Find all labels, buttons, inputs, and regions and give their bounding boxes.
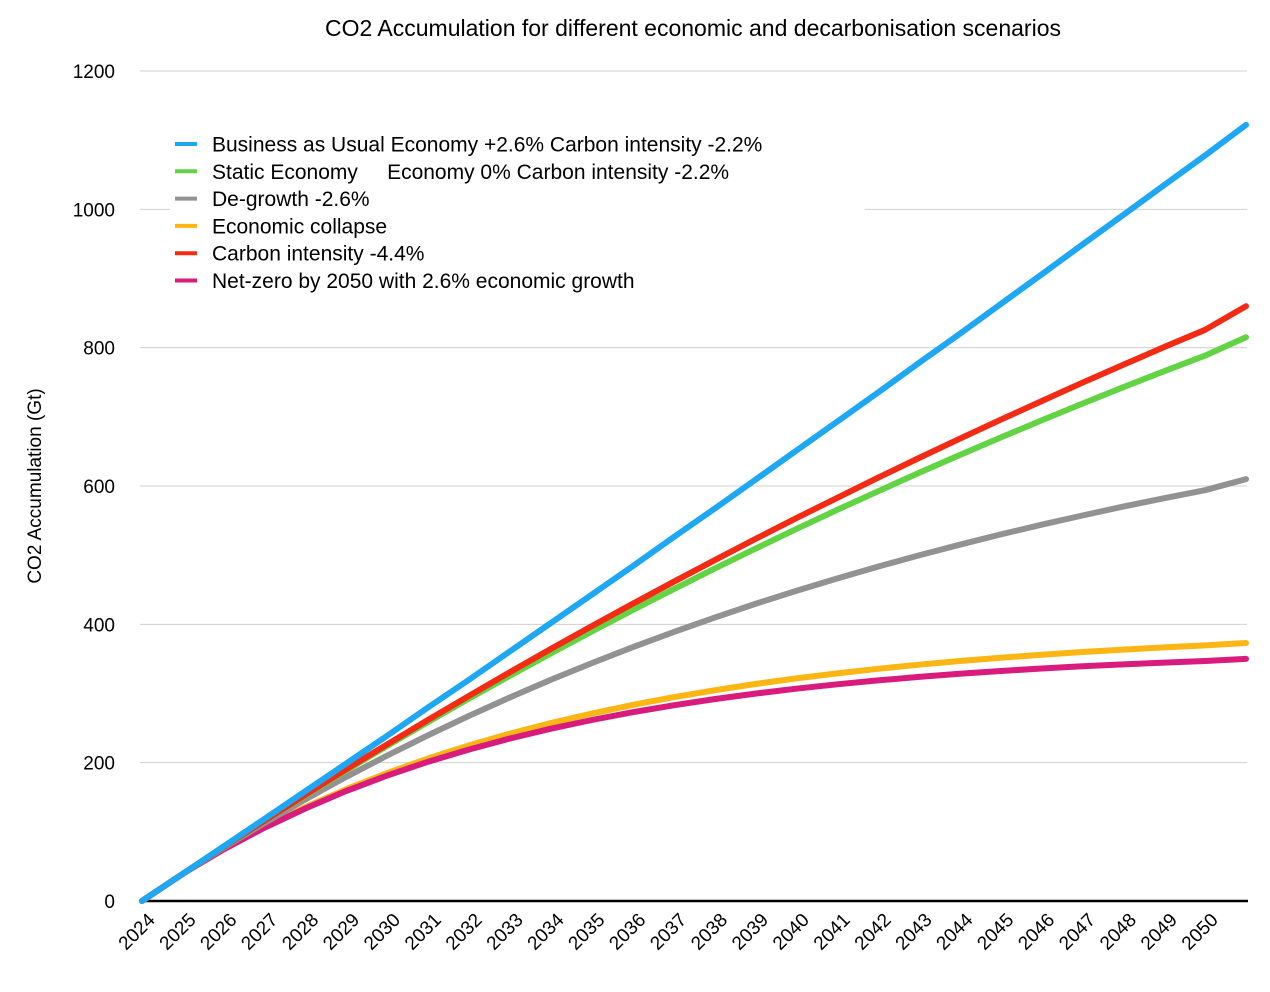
- x-tick-label: 2027: [238, 910, 283, 955]
- x-tick-label: 2048: [1096, 910, 1141, 955]
- x-tick-label: 2043: [892, 910, 937, 955]
- legend-entry: Carbon intensity -4.4%: [212, 243, 424, 266]
- y-tick-label: 0: [104, 892, 115, 913]
- series-line: [139, 334, 1249, 904]
- x-tick-label: 2040: [769, 910, 814, 955]
- y-tick-label: 600: [83, 477, 115, 498]
- series-line: [139, 640, 1249, 904]
- x-tick-label: 2031: [401, 910, 446, 955]
- y-tick-label: 1000: [73, 200, 115, 221]
- x-tick-label: 2028: [278, 910, 323, 955]
- legend: Business as Usual Economy +2.6% Carbon i…: [170, 126, 865, 298]
- series-line: [139, 121, 1249, 904]
- x-tick-label: 2026: [197, 910, 242, 955]
- x-tick-label: 2032: [442, 910, 487, 955]
- x-tick-label: 2024: [115, 909, 160, 954]
- x-tick-label: 2033: [483, 910, 528, 955]
- x-tick-label: 2039: [728, 910, 773, 955]
- legend-entry: Net-zero by 2050 with 2.6% economic grow…: [212, 270, 635, 293]
- y-tick-label: 200: [83, 754, 115, 775]
- x-tick-label: 2029: [319, 910, 364, 955]
- x-tick-label: 2044: [933, 909, 978, 954]
- x-tick-label: 2042: [851, 910, 896, 955]
- series-line: [139, 303, 1249, 904]
- x-tick-label: 2038: [687, 910, 732, 955]
- x-tick-label: 2041: [810, 910, 855, 955]
- x-tick-label: 2045: [974, 910, 1019, 955]
- x-tick-label: 2050: [1178, 910, 1223, 955]
- x-tick-label: 2047: [1055, 910, 1100, 955]
- x-tick-label: 2037: [646, 910, 691, 955]
- x-tick-label: 2046: [1014, 910, 1059, 955]
- legend-entry: Static Economy Economy 0% Carbon intensi…: [212, 161, 729, 184]
- x-tick-label: 2035: [565, 910, 610, 955]
- y-axis-label: CO2 Accumulation (Gt): [25, 388, 46, 583]
- legend-background: [170, 126, 865, 298]
- y-tick-label: 800: [83, 339, 115, 360]
- x-tick-label: 2034: [524, 909, 569, 954]
- x-tick-label: 2025: [156, 910, 201, 955]
- x-tick-label: 2030: [360, 910, 405, 955]
- legend-entry: Economic collapse: [212, 215, 387, 238]
- legend-entry: De-growth -2.6%: [212, 188, 370, 211]
- chart-title: CO2 Accumulation for different economic …: [325, 15, 1061, 41]
- series-line: [139, 655, 1249, 904]
- legend-entry: Business as Usual Economy +2.6% Carbon i…: [212, 134, 762, 157]
- y-tick-label: 1200: [73, 62, 115, 83]
- x-tick-label: 2049: [1137, 910, 1182, 955]
- x-tick-label: 2036: [606, 910, 651, 955]
- series-line: [139, 476, 1249, 904]
- y-tick-label: 400: [83, 615, 115, 636]
